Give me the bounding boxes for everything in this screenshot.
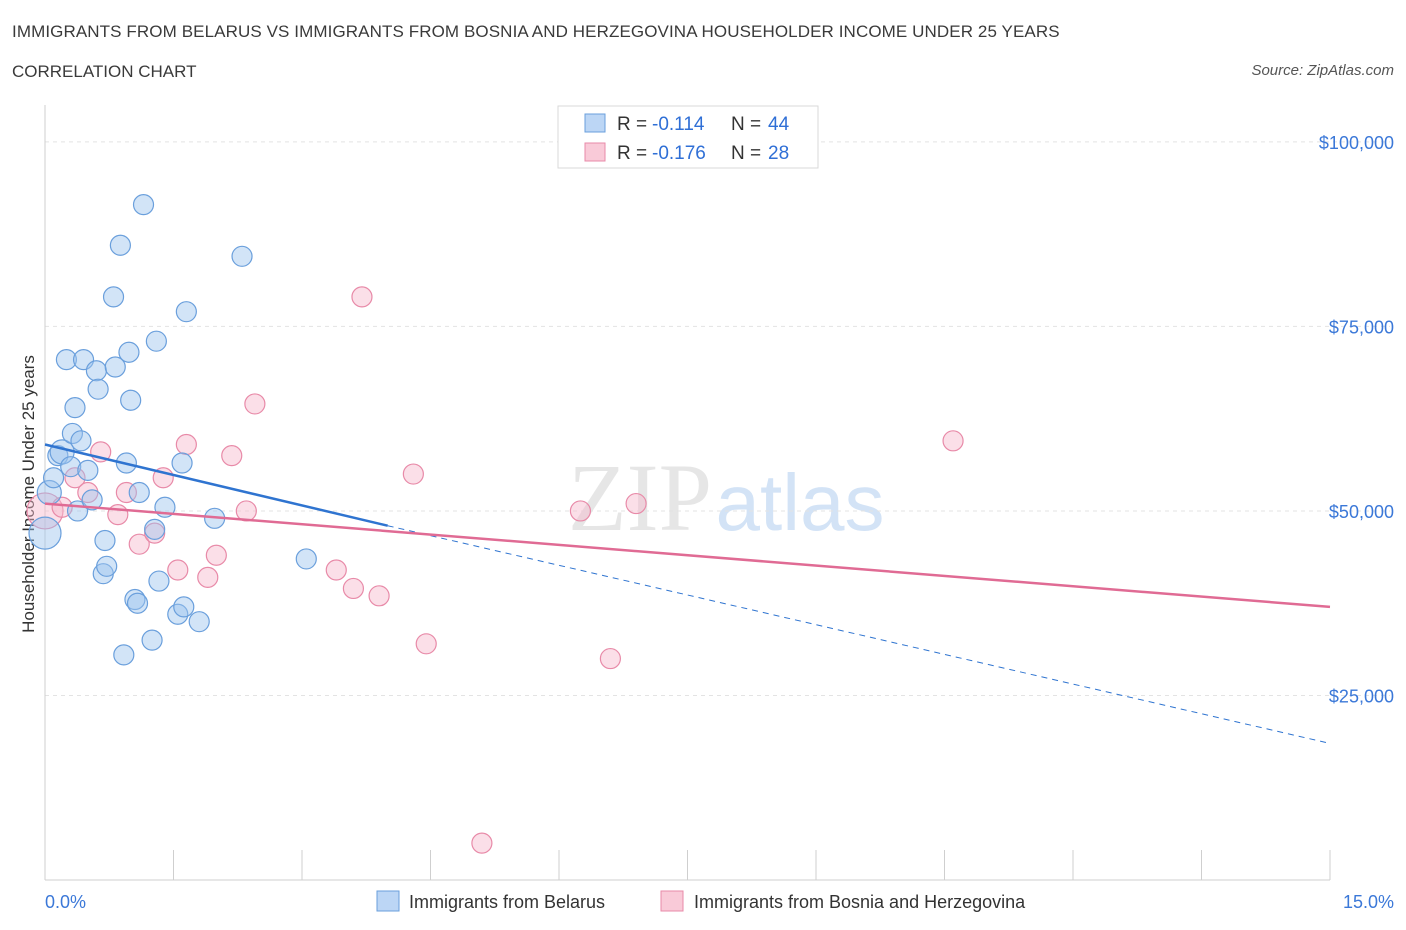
point-bosnia-20 [368, 585, 390, 607]
y-tick-label-2: $75,000 [1329, 317, 1394, 337]
point-belarus-20 [104, 356, 126, 378]
x-ticks [173, 850, 1331, 880]
chart-title: IMMIGRANTS FROM BELARUS VS IMMIGRANTS FR… [12, 22, 1060, 41]
legend-n-value-bosnia: 28 [768, 143, 789, 164]
point-belarus-38 [175, 301, 197, 323]
point-bosnia-23 [471, 832, 493, 854]
x-tick-label-left: 0.0% [45, 892, 86, 912]
point-belarus-10 [70, 430, 92, 452]
point-belarus-42 [295, 548, 317, 570]
point-belarus-24 [118, 341, 140, 363]
point-bosnia-22 [415, 633, 437, 655]
point-belarus-33 [148, 570, 170, 592]
point-belarus-25 [120, 389, 142, 411]
point-belarus-21 [109, 234, 131, 256]
point-belarus-36 [171, 452, 193, 474]
point-belarus-37 [173, 596, 195, 618]
point-belarus-18 [96, 555, 118, 577]
point-belarus-32 [145, 330, 167, 352]
point-belarus-12 [77, 459, 99, 481]
point-belarus-15 [87, 378, 109, 400]
point-belarus-28 [128, 481, 150, 504]
point-belarus-13 [81, 489, 103, 511]
legend-n-value-belarus: 44 [768, 114, 790, 135]
trend-belarus [44, 443, 388, 527]
point-belarus-30 [141, 629, 163, 651]
point-belarus-6 [60, 456, 82, 478]
point-bosnia-27 [942, 430, 964, 452]
point-belarus-2 [42, 467, 65, 489]
point-belarus-27 [126, 592, 149, 614]
trend-belarus-extension [387, 525, 1331, 744]
bottom-legend-label-bosnia: Immigrants from Bosnia and Herzegovina [694, 892, 1026, 912]
legend-n-label-belarus: N = [731, 114, 761, 135]
point-bosnia-24 [569, 500, 592, 522]
point-belarus-17 [94, 529, 116, 552]
point-bosnia-11 [175, 433, 197, 456]
bottom-legend-swatch-bosnia [660, 890, 684, 912]
point-bosnia-12 [197, 566, 219, 588]
bottom-legend-label-belarus: Immigrants from Belarus [409, 892, 605, 912]
point-bosnia-25 [599, 647, 622, 670]
chart-subtitle: CORRELATION CHART [12, 62, 197, 81]
point-bosnia-10 [167, 559, 189, 581]
point-bosnia-7 [128, 533, 150, 555]
point-bosnia-6 [115, 481, 137, 504]
stats-legend: R = -0.114 N = 44 R = -0.176 N = 28 [557, 105, 819, 169]
point-bosnia-13 [205, 544, 227, 566]
point-belarus-19 [102, 286, 125, 308]
y-tick-label-1: $50,000 [1329, 502, 1394, 522]
point-bosnia-18 [342, 577, 364, 600]
legend-r-label-bosnia: R = [617, 143, 647, 164]
trend-lines [44, 443, 1331, 744]
y-tick-labels: $25,000 $50,000 $75,000 $100,000 [1319, 133, 1394, 707]
series-belarus-points [28, 194, 317, 666]
series-legend: Immigrants from Belarus Immigrants from … [376, 890, 1026, 912]
point-belarus-29 [132, 194, 155, 216]
legend-r-label-belarus: R = [617, 114, 647, 135]
x-tick-label-right: 15.0% [1343, 892, 1394, 912]
source-note: Source: ZipAtlas.com [1251, 62, 1394, 79]
point-belarus-14 [85, 360, 108, 382]
point-bosnia-14 [221, 444, 243, 467]
point-bosnia-2 [64, 467, 86, 489]
point-bosnia-19 [351, 286, 373, 308]
point-belarus-8 [64, 397, 86, 419]
legend-r-value-bosnia: -0.176 [652, 143, 706, 164]
legend-swatch-bosnia [584, 142, 606, 162]
watermark-zip: ZIP [568, 444, 712, 551]
legend-n-label-bosnia: N = [731, 143, 761, 164]
point-belarus-22 [113, 644, 135, 666]
point-belarus-31 [144, 518, 166, 541]
point-belarus-5 [55, 349, 78, 371]
point-belarus-39 [188, 611, 210, 633]
series-bosnia-points [26, 286, 964, 854]
bottom-legend-swatch-belarus [376, 890, 400, 912]
point-bosnia-16 [244, 393, 266, 415]
y-tick-label-0: $25,000 [1329, 686, 1394, 706]
point-belarus-7 [61, 422, 84, 445]
trend-bosnia [44, 502, 1331, 609]
legend-r-value-belarus: -0.114 [652, 114, 705, 135]
point-bosnia-26 [625, 492, 647, 515]
y-axis-label: Householder Income Under 25 years [19, 355, 38, 633]
point-belarus-41 [231, 245, 253, 267]
watermark-atlas: atlas [716, 458, 885, 547]
point-belarus-0 [28, 516, 62, 550]
legend-swatch-belarus [584, 113, 606, 133]
point-bosnia-21 [402, 463, 424, 485]
gridlines [45, 141, 1390, 696]
point-bosnia-17 [325, 559, 347, 581]
y-tick-label-3: $100,000 [1319, 133, 1394, 153]
point-belarus-26 [124, 588, 146, 611]
